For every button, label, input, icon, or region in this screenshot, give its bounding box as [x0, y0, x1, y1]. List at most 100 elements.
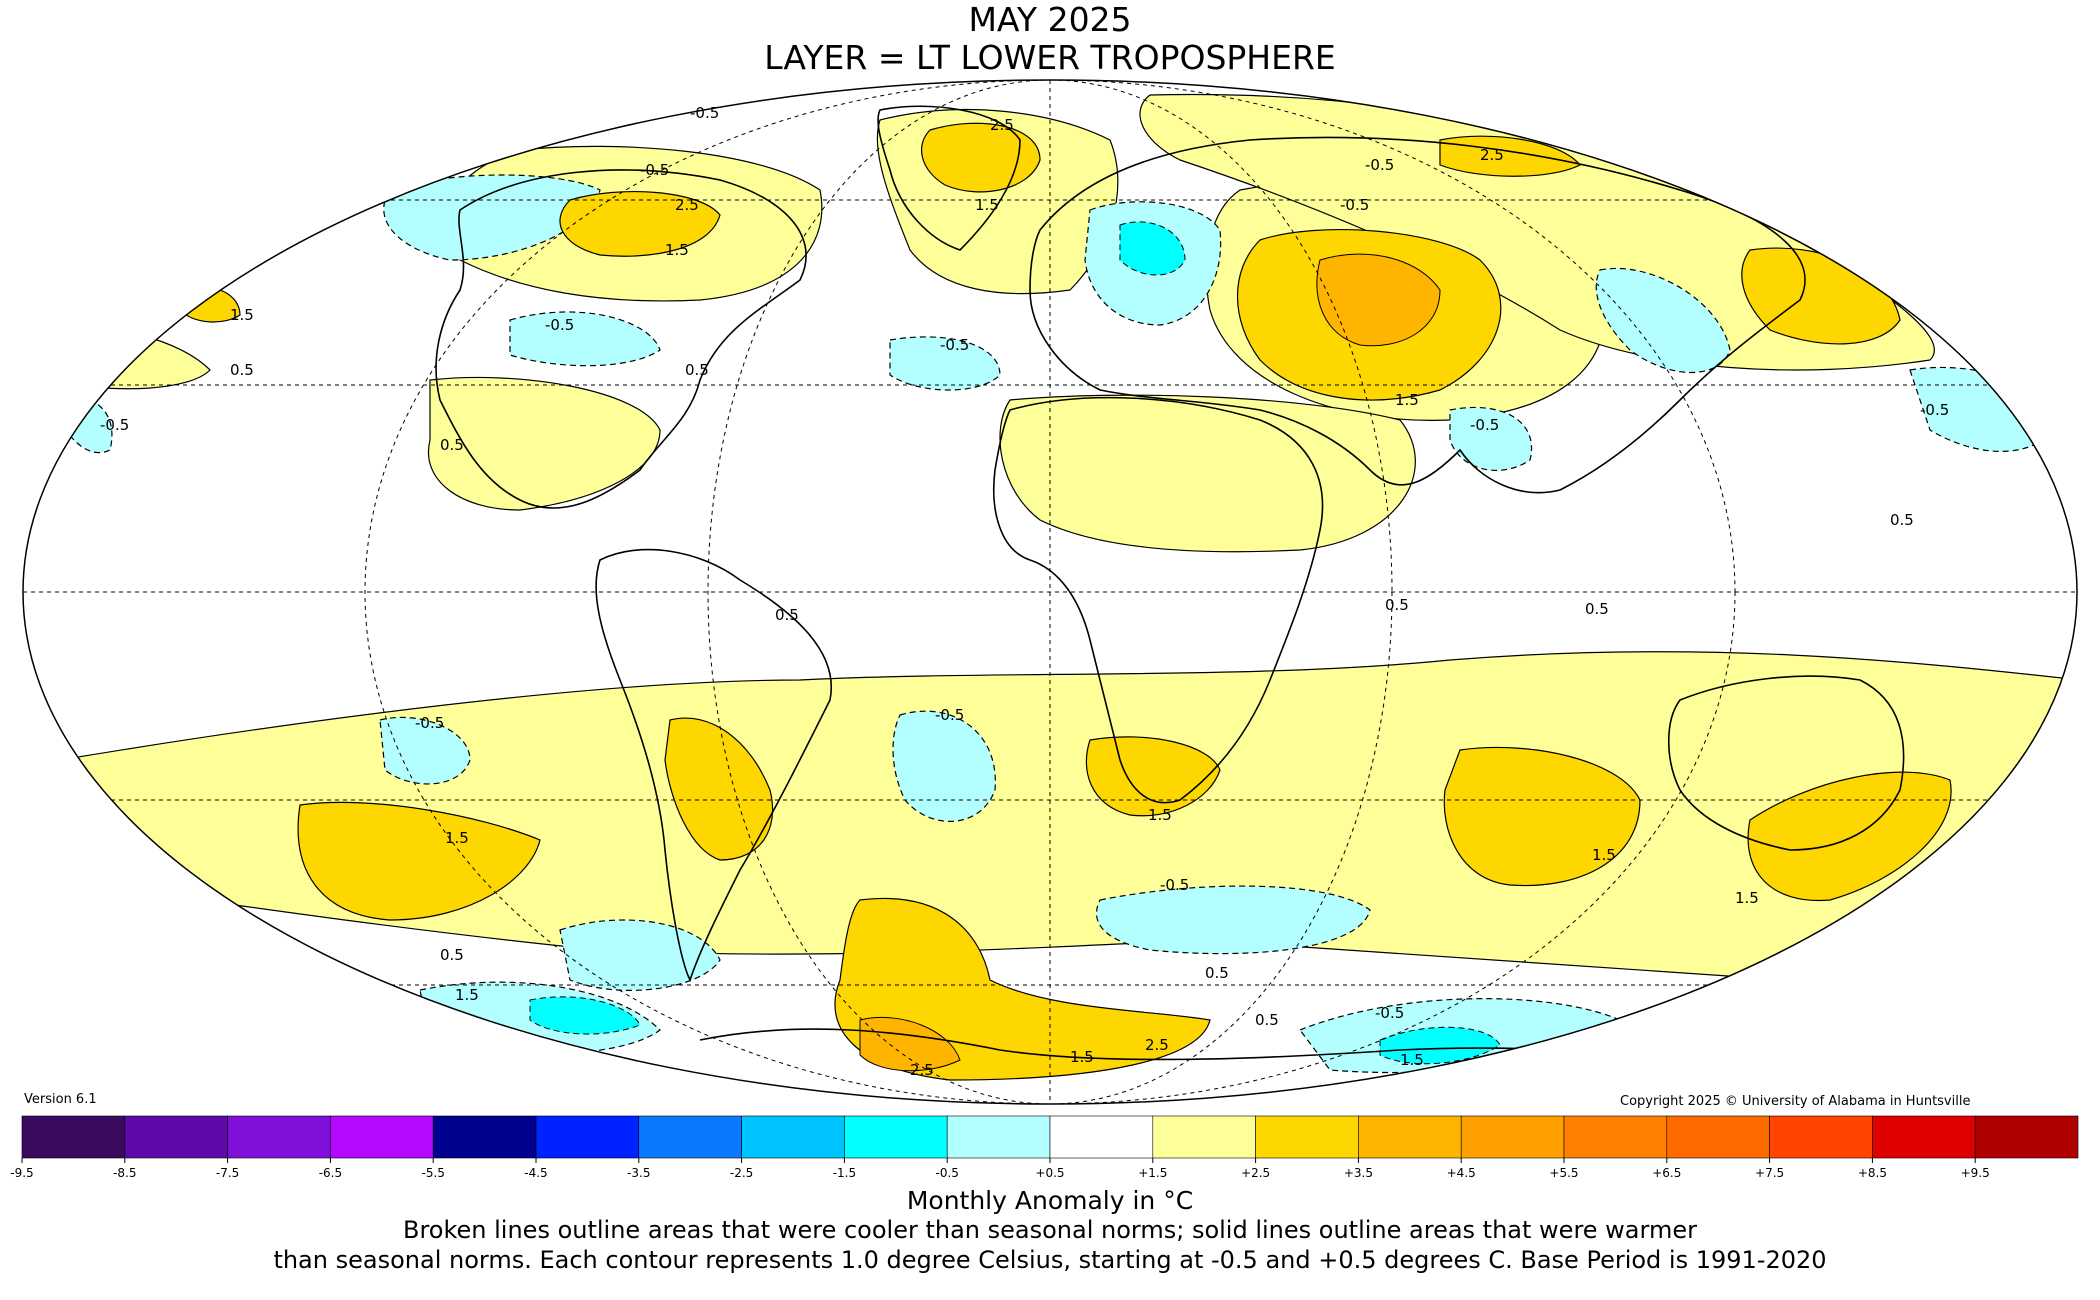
contour-label: -0.5	[1340, 196, 1369, 214]
contour-label: -0.5	[1470, 416, 1499, 434]
colorbar: -9.5 -8.5 -7.5 -6.5 -5.5 -4.5 -3.5 -2.5 -1.5 -0.5…	[10, 1115, 2079, 1180]
outline-south-america	[595, 548, 833, 983]
contour-label: 1.5	[975, 196, 999, 214]
outline-eurasia	[1029, 136, 1806, 494]
map-title: MAY 2025	[968, 0, 1132, 39]
hot-region-greenland	[921, 122, 1041, 193]
hotter-core-central-asia	[1316, 253, 1441, 347]
colorbar-swatch	[21, 1115, 126, 1159]
contour-label: 1.5	[1735, 889, 1759, 907]
contour-label: -0.5	[1920, 401, 1949, 419]
hot-region-south-america	[664, 717, 774, 861]
explanation-line-1: Broken lines outline areas that were coo…	[403, 1216, 1697, 1244]
cool-region-india	[1449, 406, 1533, 471]
cool-region-south-atlantic	[892, 710, 996, 822]
contour-label: 0.5	[1255, 1011, 1279, 1029]
colorbar-tick-label: +0.5	[1035, 1166, 1064, 1180]
colorbar-tick-label: -3.5	[627, 1166, 650, 1180]
contour-label: 1.5	[1395, 391, 1419, 409]
colorbar-tick-label: -0.5	[935, 1166, 958, 1180]
cool-region-east-asia	[1595, 268, 1731, 374]
contour-label: 0.5	[440, 946, 464, 964]
colorbar-tick-label: -4.5	[524, 1166, 547, 1180]
colorbar-tick-label: +7.5	[1755, 1166, 1784, 1180]
outline-africa	[992, 396, 1324, 804]
cool-region-southern-pacific	[559, 919, 721, 992]
colorbar-label: Monthly Anomaly in °C	[906, 1186, 1194, 1215]
anomaly-map: -0.5 2.5 -0.5 2.5 1.5 1.5 -0.5 2.5 -0.5 …	[22, 79, 2078, 1105]
colorbar-swatch	[741, 1115, 845, 1159]
colorbar-swatch	[124, 1115, 228, 1159]
graticule	[23, 80, 2077, 1104]
contour-label: 0.5	[1585, 600, 1609, 618]
cool-region-north-pacific	[509, 311, 661, 367]
contour-label: 0.5	[1890, 511, 1914, 529]
contour-label: 2.5	[910, 1061, 934, 1079]
cool-region-south-pacific	[379, 716, 471, 785]
warm-region-africa	[999, 394, 1416, 553]
contour-label: 1.5	[230, 306, 254, 324]
colorbar-swatch	[1974, 1115, 2079, 1159]
contour-label: -0.5	[415, 714, 444, 732]
globe-outline	[22, 79, 2078, 1105]
colorbar-tick-label: +6.5	[1652, 1166, 1681, 1180]
contour-label: -0.5	[690, 104, 719, 122]
contour-label: -0.5	[935, 706, 964, 724]
colorbar-swatch	[535, 1115, 640, 1159]
colorbar-tick-label: -5.5	[421, 1166, 444, 1180]
contour-label: 1.5	[445, 829, 469, 847]
contour-label: 0.5	[230, 361, 254, 379]
contour-label: -0.5	[640, 161, 669, 179]
colorbar-swatch	[638, 1115, 742, 1159]
contour-label: -0.5	[1375, 1004, 1404, 1022]
contour-label: 1.5	[455, 986, 479, 1004]
cold-core-antarctic-east	[1379, 1026, 1501, 1065]
contour-label: -0.5	[100, 416, 129, 434]
warm-region-mid-atlantic	[427, 376, 661, 511]
colorbar-swatch	[1152, 1115, 1256, 1159]
contour-label: 1.5	[665, 241, 689, 259]
colorbar-swatch	[1563, 1115, 1668, 1159]
colorbar-tick-label: -8.5	[113, 1166, 136, 1180]
anomaly-fills	[39, 93, 2077, 1081]
contour-label: 1.5	[1148, 806, 1172, 824]
colorbar-tick-label: -1.5	[833, 1166, 856, 1180]
colorbar-tick-label: +1.5	[1138, 1166, 1167, 1180]
contour-label: 2.5	[675, 196, 699, 214]
contour-label: 1.5	[1592, 846, 1616, 864]
version-label: Version 6.1	[24, 1092, 97, 1107]
contour-label: 2.5	[990, 116, 1014, 134]
contour-label: 1.5	[1400, 1051, 1424, 1069]
hot-region-indian-ocean	[1443, 746, 1641, 887]
colorbar-tick-label: -7.5	[216, 1166, 239, 1180]
cool-region-alaska	[383, 174, 601, 261]
colorbar-swatch	[432, 1115, 537, 1159]
map-subtitle: LAYER = LT LOWER TROPOSPHERE	[764, 38, 1336, 77]
colorbar-tick-label: +9.5	[1961, 1166, 1990, 1180]
colorbar-swatch	[1460, 1115, 1565, 1159]
outline-greenland	[877, 105, 1021, 251]
cool-region-atlantic-tropic	[889, 336, 1001, 391]
colorbar-tick-label: -9.5	[10, 1166, 33, 1180]
colorbar-tick-label: +4.5	[1447, 1166, 1476, 1180]
colorbar-tick-label: +8.5	[1858, 1166, 1887, 1180]
contour-label: 0.5	[440, 436, 464, 454]
contour-labels: -0.5 2.5 -0.5 2.5 1.5 1.5 -0.5 2.5 -0.5 …	[100, 104, 1949, 1079]
contour-label: 0.5	[775, 606, 799, 624]
contour-label: -0.5	[1365, 156, 1394, 174]
colorbar-swatch	[946, 1115, 1051, 1159]
hot-region-canada	[559, 190, 721, 257]
cool-region-southern-indian	[1095, 885, 1371, 955]
colorbar-tick-label: -2.5	[730, 1166, 753, 1180]
cold-core-antarctic-west	[529, 996, 641, 1035]
colorbar-tick-label: +3.5	[1344, 1166, 1373, 1180]
copyright-label: Copyright 2025 © University of Alabama i…	[1620, 1094, 1971, 1109]
contour-label: 0.5	[1205, 964, 1229, 982]
colorbar-swatch	[1049, 1115, 1154, 1159]
hot-region-south-pacific	[297, 801, 541, 921]
outline-australia	[1667, 675, 1905, 851]
colorbar-tick-label: +5.5	[1549, 1166, 1578, 1180]
contour-label: 2.5	[1145, 1036, 1169, 1054]
colorbar-tick-label: -6.5	[319, 1166, 342, 1180]
cold-core-europe	[1119, 221, 1186, 276]
